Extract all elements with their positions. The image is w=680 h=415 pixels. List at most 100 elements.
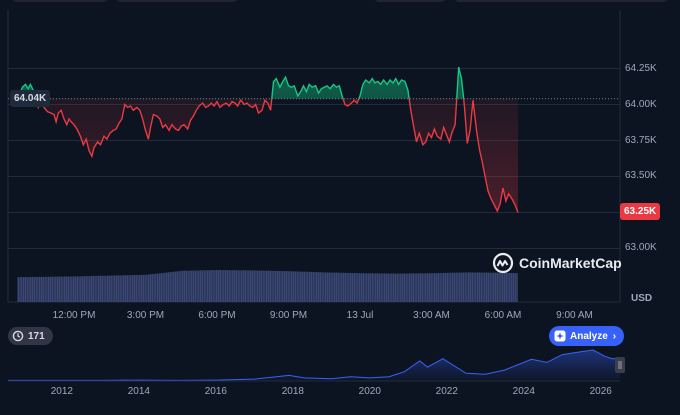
- volume-bar: [464, 272, 466, 302]
- toolbar-button[interactable]: [374, 0, 446, 2]
- history-line: [8, 349, 621, 381]
- volume-bar: [283, 271, 286, 302]
- volume-bar: [435, 273, 438, 302]
- volume-bar: [108, 275, 111, 302]
- volume-bar: [233, 270, 236, 302]
- volume-bar: [253, 270, 255, 302]
- events-count: 171: [28, 330, 45, 342]
- volume-bar: [357, 273, 359, 302]
- volume-bar: [60, 276, 62, 302]
- volume-bar: [167, 272, 170, 302]
- volume-bar: [412, 273, 415, 302]
- volume-bar: [31, 276, 34, 302]
- volume-bar: [148, 274, 150, 302]
- volume-bar: [317, 272, 320, 302]
- volume-bar: [380, 273, 382, 302]
- volume-bar: [69, 276, 71, 302]
- volume-bar: [181, 270, 184, 302]
- volume-bar: [146, 274, 148, 302]
- volume-bar: [484, 272, 486, 302]
- volume-bar: [459, 272, 461, 302]
- volume-bar: [403, 273, 406, 302]
- volume-bar: [267, 270, 270, 302]
- volume-bar: [355, 273, 357, 302]
- volume-bar: [58, 276, 61, 302]
- volume-bar: [303, 271, 306, 302]
- volume-bar: [105, 275, 107, 302]
- volume-bar: [224, 270, 227, 302]
- volume-bar: [151, 274, 154, 302]
- volume-bar: [505, 272, 508, 302]
- volume-bar: [198, 270, 200, 302]
- volume-bar: [262, 270, 264, 302]
- volume-bar: [333, 272, 336, 302]
- volume-bar: [453, 272, 456, 302]
- volume-bar: [280, 271, 282, 302]
- volume-bar: [489, 272, 491, 302]
- clock-history-icon: [12, 330, 24, 342]
- history-navigator[interactable]: [8, 349, 621, 382]
- history-area: [8, 350, 620, 381]
- volume-bar: [119, 275, 121, 302]
- analyze-button[interactable]: Analyze ›: [549, 326, 625, 346]
- volume-bar: [298, 271, 300, 302]
- volume-bar: [94, 275, 96, 302]
- volume-bar: [232, 270, 234, 302]
- volume-bar: [496, 272, 499, 302]
- volume-bar: [501, 272, 504, 302]
- volume-bar: [226, 270, 229, 302]
- volume-bar: [55, 276, 57, 302]
- volume-bar: [196, 270, 198, 302]
- volume-bar: [426, 273, 429, 302]
- volume-bar: [408, 273, 411, 302]
- volume-bar: [285, 271, 288, 302]
- volume-bar: [156, 273, 159, 302]
- volume-bar: [206, 270, 209, 302]
- volume-bar: [246, 270, 248, 302]
- volume-bar: [314, 272, 316, 302]
- volume-bar: [49, 276, 52, 302]
- volume-bar: [87, 276, 89, 302]
- volume-bar: [382, 273, 384, 302]
- volume-bar: [155, 273, 157, 302]
- toolbar-button[interactable]: [12, 0, 108, 2]
- x-tick-label: 9:00 PM: [269, 310, 308, 321]
- volume-bar: [110, 275, 112, 302]
- volume-bar: [289, 271, 291, 302]
- events-badge[interactable]: 171: [8, 327, 53, 345]
- volume-bar: [326, 272, 329, 302]
- volume-bar: [494, 272, 497, 302]
- history-tick-label: 2018: [281, 386, 304, 397]
- brand-name: CoinMarketCap: [519, 255, 622, 271]
- y-tick-label: 63.00K: [625, 242, 657, 254]
- volume-bar: [199, 270, 202, 302]
- volume-bar: [144, 274, 146, 302]
- volume-bar: [137, 274, 139, 302]
- volume-bar: [83, 276, 86, 302]
- volume-bar: [335, 272, 338, 302]
- volume-bar: [292, 271, 295, 302]
- volume-bar: [187, 270, 189, 302]
- volume-bar: [492, 272, 495, 302]
- volume-bar: [432, 273, 434, 302]
- volume-bar: [394, 273, 397, 302]
- volume-bar: [35, 276, 37, 302]
- volume-bar: [362, 273, 365, 302]
- volume-bar: [475, 272, 477, 302]
- volume-bar: [160, 273, 163, 302]
- toolbar-button[interactable]: [454, 0, 668, 2]
- navigator-handle[interactable]: [615, 357, 625, 373]
- volume-bar: [434, 273, 436, 302]
- toolbar-button[interactable]: [116, 0, 238, 2]
- volume-bar: [416, 273, 418, 302]
- volume-bar: [369, 273, 372, 302]
- volume-bar: [217, 270, 220, 302]
- volume-bar: [296, 271, 298, 302]
- volume-bar: [17, 277, 20, 302]
- volume-bar: [128, 275, 130, 302]
- volume-bar: [208, 270, 211, 302]
- y-tick-label: 63.50K: [625, 170, 657, 182]
- volume-bar: [407, 273, 409, 302]
- volume-bar: [26, 277, 28, 302]
